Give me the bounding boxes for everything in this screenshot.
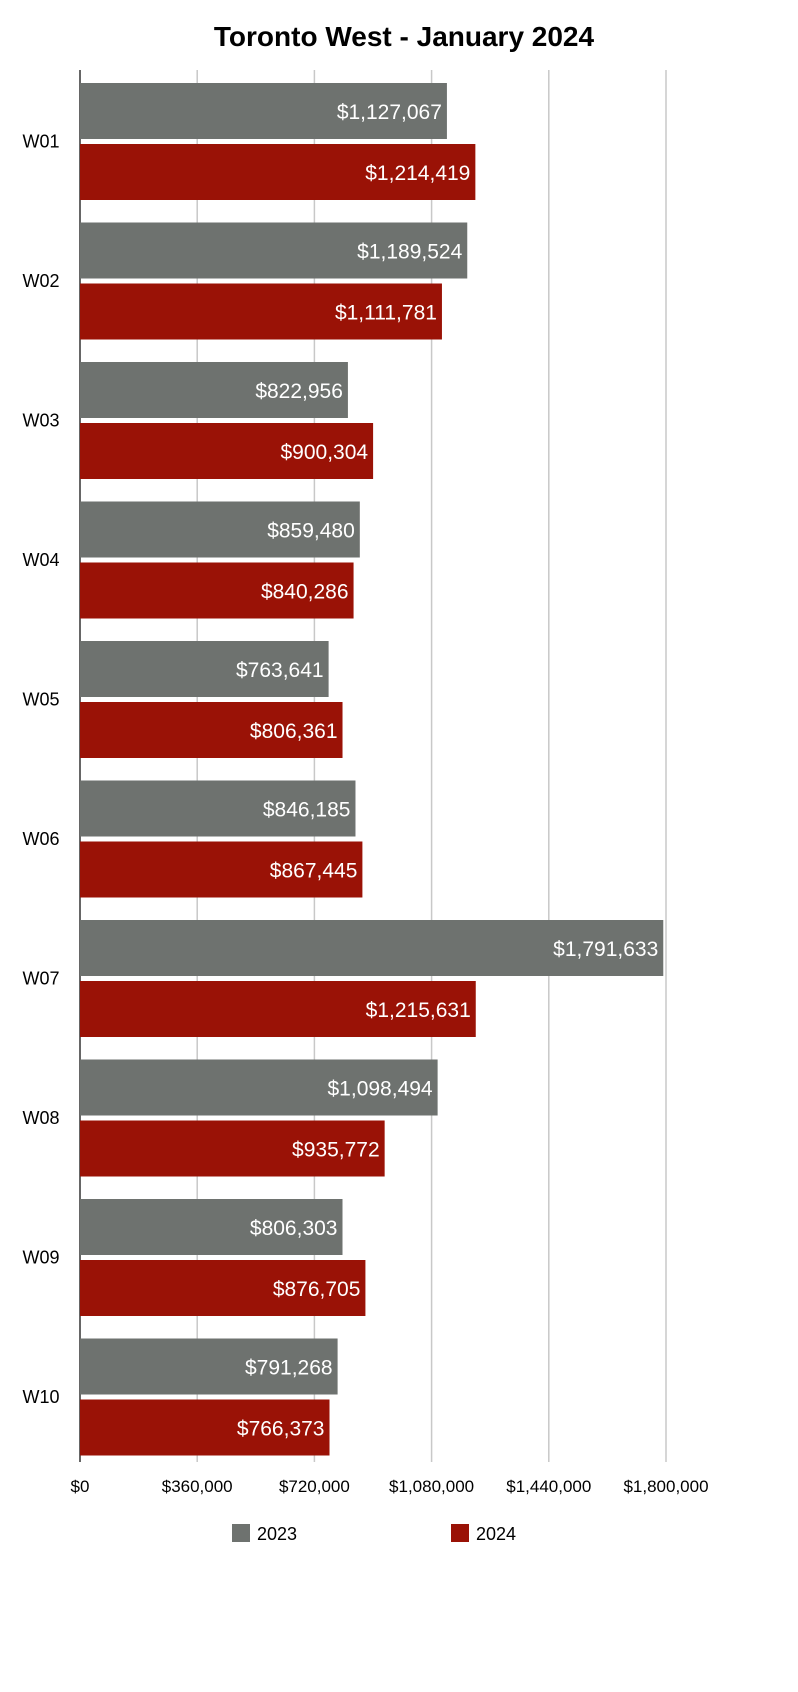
data-label: $1,791,633 <box>553 938 658 961</box>
data-label: $900,304 <box>281 441 369 464</box>
legend: 2023 2024 <box>232 1524 516 1544</box>
data-label: $840,286 <box>261 581 349 604</box>
bar-w02-2023 <box>80 222 468 279</box>
data-label: $1,111,781 <box>335 302 437 325</box>
x-tick-label: $360,000 <box>162 1477 233 1496</box>
bar-w09-2023 <box>80 1199 343 1255</box>
data-label: $859,480 <box>267 520 355 543</box>
bar-w01-2024 <box>80 144 476 200</box>
legend-swatch <box>451 1524 469 1542</box>
bar-w07-2023 <box>80 920 664 976</box>
bar-w03-2024 <box>80 423 374 479</box>
legend-swatch <box>232 1524 250 1542</box>
data-label: $846,185 <box>263 799 351 822</box>
data-label: $867,445 <box>270 860 358 883</box>
data-label: $806,303 <box>250 1217 338 1240</box>
category-label: W02 <box>22 271 59 291</box>
x-tick-label: $720,000 <box>279 1477 350 1496</box>
data-label: $1,214,419 <box>365 162 470 185</box>
data-label: $1,098,494 <box>328 1078 433 1101</box>
category-label: W04 <box>22 550 59 570</box>
bar-w02-2024 <box>80 283 442 340</box>
chart-title: Toronto West - January 2024 <box>214 21 595 52</box>
category-label: W07 <box>22 969 59 989</box>
bars: $1,127,067 $1,214,419 $1,189,524 $1,111,781… <box>80 83 664 1456</box>
legend-label: 2023 <box>257 1524 297 1544</box>
data-label: $1,189,524 <box>357 241 462 264</box>
category-label: W05 <box>22 690 59 710</box>
bar-w01-2023 <box>80 83 447 139</box>
data-label: $806,361 <box>250 720 338 743</box>
bar-w10-2023 <box>80 1338 338 1395</box>
bar-w07-2024 <box>80 981 476 1037</box>
data-label: $822,956 <box>255 380 343 403</box>
x-tick-label: $1,800,000 <box>623 1477 708 1496</box>
category-label: W01 <box>22 132 59 152</box>
x-tick-label: $1,080,000 <box>389 1477 474 1496</box>
data-label: $763,641 <box>236 659 324 682</box>
x-tick-label: $1,440,000 <box>506 1477 591 1496</box>
bar-w04-2024 <box>80 562 354 619</box>
category-label: W03 <box>22 411 59 431</box>
bar-w09-2024 <box>80 1260 366 1316</box>
category-label: W08 <box>22 1108 59 1128</box>
category-label: W06 <box>22 829 59 849</box>
category-labels: W01 W02 W03 W04 W05 W06 W07 W08 W09 W10 <box>22 132 59 1408</box>
bar-w06-2023 <box>80 780 356 837</box>
bar-w04-2023 <box>80 501 360 558</box>
data-label: $766,373 <box>237 1418 325 1441</box>
data-label: $876,705 <box>273 1278 361 1301</box>
data-label: $1,215,631 <box>366 999 471 1022</box>
bar-w10-2024 <box>80 1399 330 1456</box>
data-label: $791,268 <box>245 1357 333 1380</box>
x-axis-ticks: $0 $360,000 $720,000 $1,080,000 $1,440,000 $1… <box>71 1477 709 1496</box>
legend-label: 2024 <box>476 1524 516 1544</box>
category-label: W09 <box>22 1248 59 1268</box>
bar-w05-2023 <box>80 641 329 697</box>
x-tick-label: $0 <box>71 1477 90 1496</box>
data-label: $1,127,067 <box>337 101 442 124</box>
bar-w08-2024 <box>80 1120 385 1177</box>
category-label: W10 <box>22 1387 59 1407</box>
bar-w06-2024 <box>80 841 363 898</box>
bar-w03-2023 <box>80 362 348 418</box>
data-label: $935,772 <box>292 1139 380 1162</box>
bar-w08-2023 <box>80 1059 438 1116</box>
bar-w05-2024 <box>80 702 343 758</box>
